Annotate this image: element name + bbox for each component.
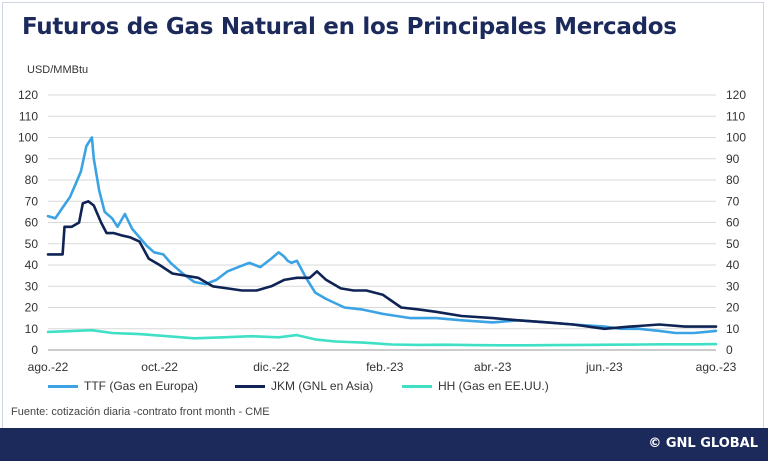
y-tick-label: 0 — [31, 343, 38, 357]
x-axis: ago.-22 oct.-22 dic.-22 feb.-23 abr.-23 jun.-… — [28, 360, 737, 374]
legend-swatch-hh — [402, 384, 432, 388]
secondary-y-tick-label: 20 — [726, 301, 740, 315]
left-y-axis: 0 10 20 30 40 50 60 70 80 90 100 110 120 — [18, 88, 38, 357]
secondary-y-tick-label: 40 — [726, 258, 740, 272]
right-y-axis: 0 10 20 30 40 50 60 70 80 90 100 110 120 — [726, 88, 746, 357]
y-tick-label: 20 — [25, 301, 39, 315]
legend-item-hh: HH (Gas en EE.UU.) — [402, 379, 549, 393]
secondary-y-tick-label: 60 — [726, 216, 740, 230]
footer-bar: © GNL GLOBAL — [0, 428, 768, 461]
y-tick-label: 10 — [25, 322, 39, 336]
copyright-credit: © GNL GLOBAL — [648, 436, 758, 451]
secondary-y-tick-label: 80 — [726, 173, 740, 187]
y-tick-label: 110 — [19, 109, 38, 123]
legend-swatch-jkm — [235, 384, 265, 388]
y-tick-label: 70 — [25, 194, 39, 208]
secondary-y-tick-label: 50 — [726, 237, 740, 251]
x-tick-label: feb.-23 — [366, 360, 404, 374]
legend-swatch-ttf — [48, 384, 78, 388]
y-tick-label: 60 — [25, 216, 39, 230]
chart-legend: TTF (Gas en Europa) JKM (GNL en Asia) HH… — [0, 379, 768, 399]
secondary-y-tick-label: 120 — [726, 88, 746, 102]
legend-item-ttf: TTF (Gas en Europa) — [48, 379, 198, 393]
secondary-y-tick-label: 90 — [726, 152, 740, 166]
x-tick-label: ago.-22 — [28, 360, 69, 374]
y-tick-label: 30 — [25, 279, 39, 293]
secondary-y-tick-label: 30 — [726, 279, 740, 293]
series-line-jkm — [46, 200, 718, 331]
source-note: Fuente: cotización diaria -contrato fron… — [11, 406, 270, 418]
secondary-y-tick-label: 10 — [726, 322, 740, 336]
secondary-y-tick-label: 100 — [726, 131, 746, 145]
y-tick-label: 40 — [25, 258, 39, 272]
series-line-hh — [46, 328, 718, 347]
series-line-ttf — [46, 136, 718, 335]
y-tick-label: 90 — [25, 152, 39, 166]
chart-title: Futuros de Gas Natural en los Principale… — [22, 14, 677, 40]
x-tick-label: oct.-22 — [141, 360, 178, 374]
line-chart: 0 10 20 30 40 50 60 70 80 90 100 110 120 0 10 20 30 40 50… — [18, 88, 746, 374]
secondary-y-tick-label: 70 — [726, 194, 740, 208]
y-tick-label: 50 — [25, 237, 39, 251]
x-tick-label: dic.-22 — [253, 360, 289, 374]
x-tick-label: jun.-23 — [585, 360, 623, 374]
grid-lines — [48, 94, 716, 351]
y-tick-label: 120 — [18, 88, 38, 102]
legend-label-jkm: JKM (GNL en Asia) — [271, 379, 374, 393]
y-axis-unit-label: USD/MMBtu — [27, 64, 89, 76]
secondary-y-tick-label: 110 — [726, 109, 745, 123]
x-tick-label: abr.-23 — [474, 360, 512, 374]
legend-item-jkm: JKM (GNL en Asia) — [235, 379, 373, 393]
legend-label-hh: HH (Gas en EE.UU.) — [438, 379, 549, 393]
series-lines — [46, 136, 718, 347]
x-tick-label: ago.-23 — [696, 360, 737, 374]
legend-label-ttf: TTF (Gas en Europa) — [84, 379, 199, 393]
y-tick-label: 80 — [25, 173, 39, 187]
y-tick-label: 100 — [18, 131, 38, 145]
secondary-y-tick-label: 0 — [726, 343, 733, 357]
